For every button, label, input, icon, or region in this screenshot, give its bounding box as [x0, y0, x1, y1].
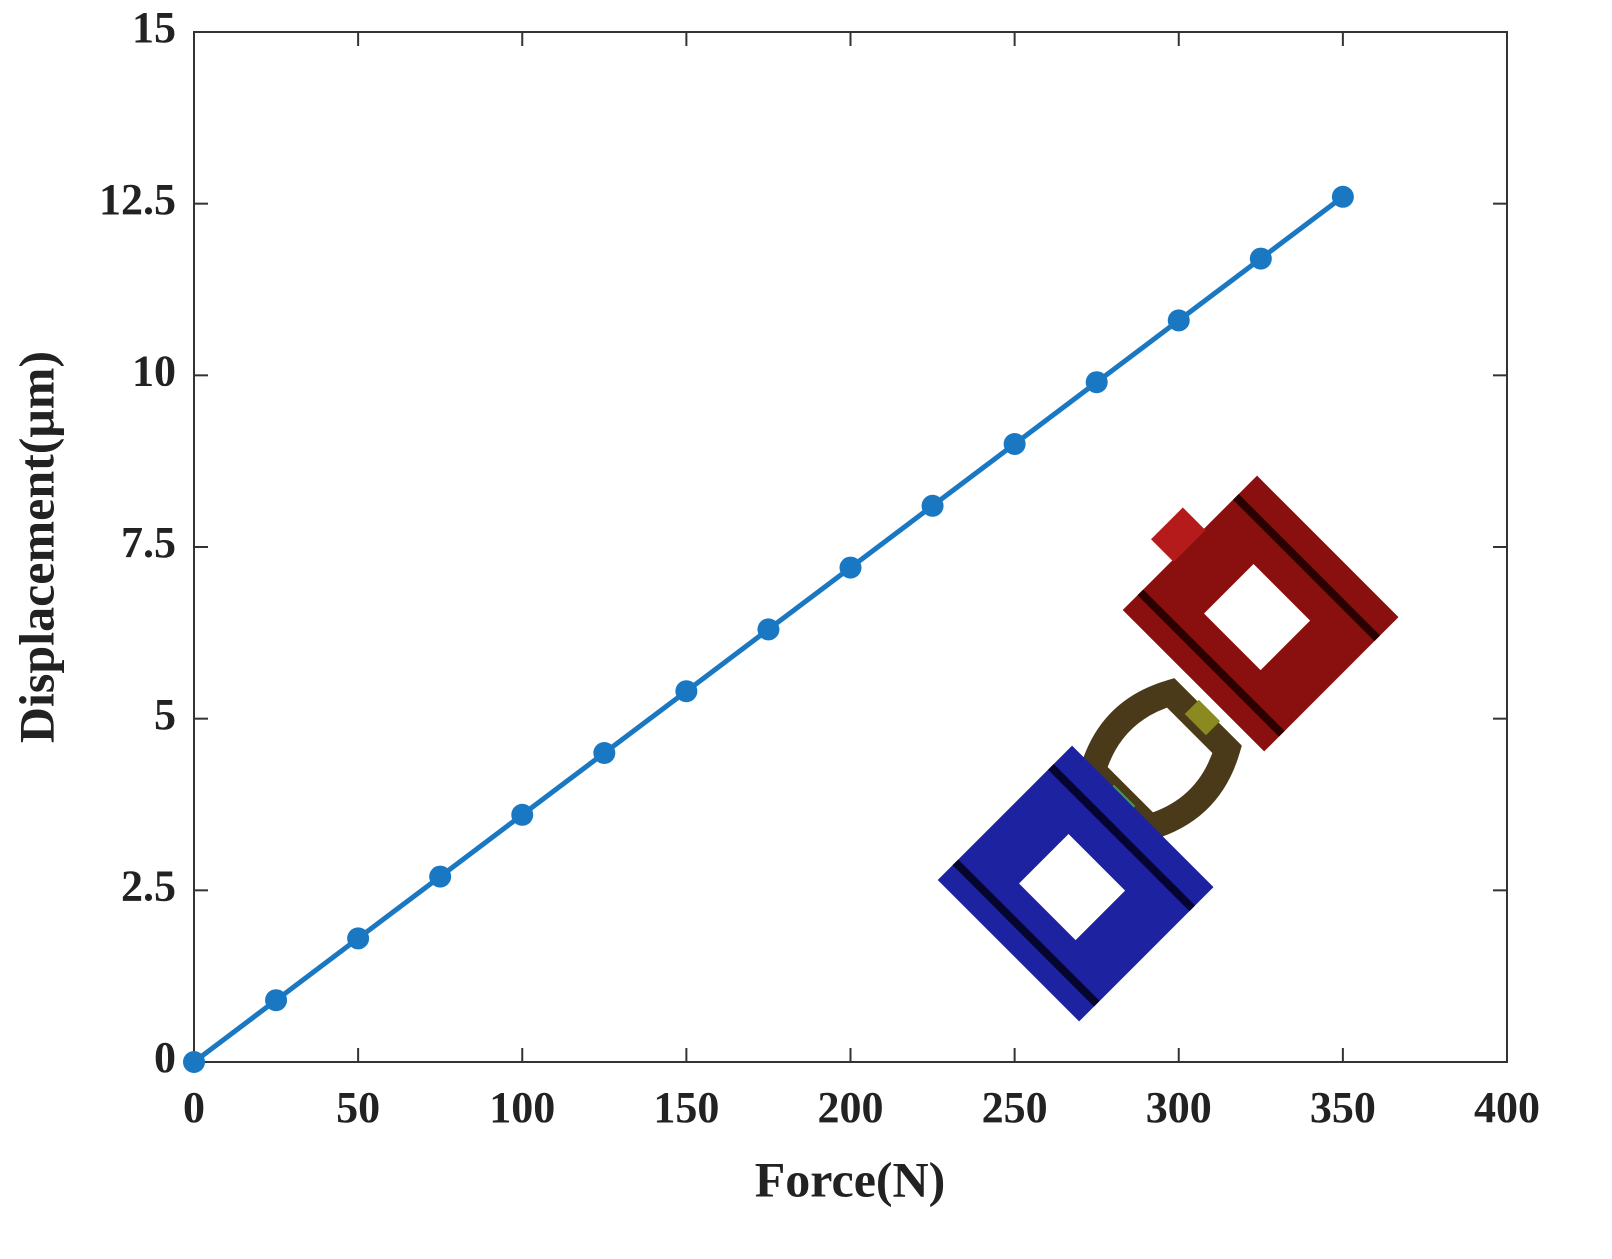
- data-point: [347, 927, 370, 950]
- blue-window: [1019, 834, 1126, 941]
- x-axis-title: Force(N): [755, 1151, 946, 1207]
- data-point: [429, 865, 452, 888]
- y-tick-label: 10: [132, 346, 176, 395]
- data-point: [1249, 247, 1272, 270]
- x-tick-label: 200: [818, 1083, 884, 1132]
- data-point: [1167, 309, 1190, 332]
- y-tick-label: 15: [132, 3, 176, 52]
- x-tick-label: 300: [1146, 1083, 1212, 1132]
- data-point: [1085, 371, 1108, 394]
- x-tick-label: 50: [336, 1083, 380, 1132]
- data-point: [593, 742, 616, 764]
- data-point: [511, 803, 534, 826]
- x-tick-label: 350: [1310, 1083, 1376, 1132]
- data-point: [183, 1051, 205, 1073]
- x-tick-label: 400: [1474, 1083, 1540, 1132]
- x-tick-label: 250: [982, 1083, 1048, 1132]
- red-knob: [1151, 507, 1206, 562]
- red-window: [1204, 564, 1311, 671]
- y-tick-label: 5: [154, 690, 176, 739]
- x-tick-label: 0: [183, 1083, 205, 1132]
- y-tick-label: 7.5: [121, 518, 176, 567]
- data-point: [757, 618, 780, 641]
- data-point: [839, 556, 862, 579]
- inset-illustration: [937, 475, 1399, 1022]
- data-point: [1331, 185, 1354, 208]
- flexure-ring: [1078, 678, 1242, 842]
- y-tick-label: 2.5: [121, 861, 176, 910]
- y-tick-label: 0: [154, 1033, 176, 1082]
- x-tick-label: 150: [653, 1083, 719, 1132]
- y-axis-title: Displacement(μm): [8, 351, 64, 743]
- data-point: [675, 680, 698, 703]
- data-point: [265, 989, 288, 1012]
- data-point: [1003, 433, 1026, 455]
- y-tick-label: 12.5: [99, 175, 176, 224]
- data-point: [921, 494, 944, 517]
- x-tick-label: 100: [489, 1083, 555, 1132]
